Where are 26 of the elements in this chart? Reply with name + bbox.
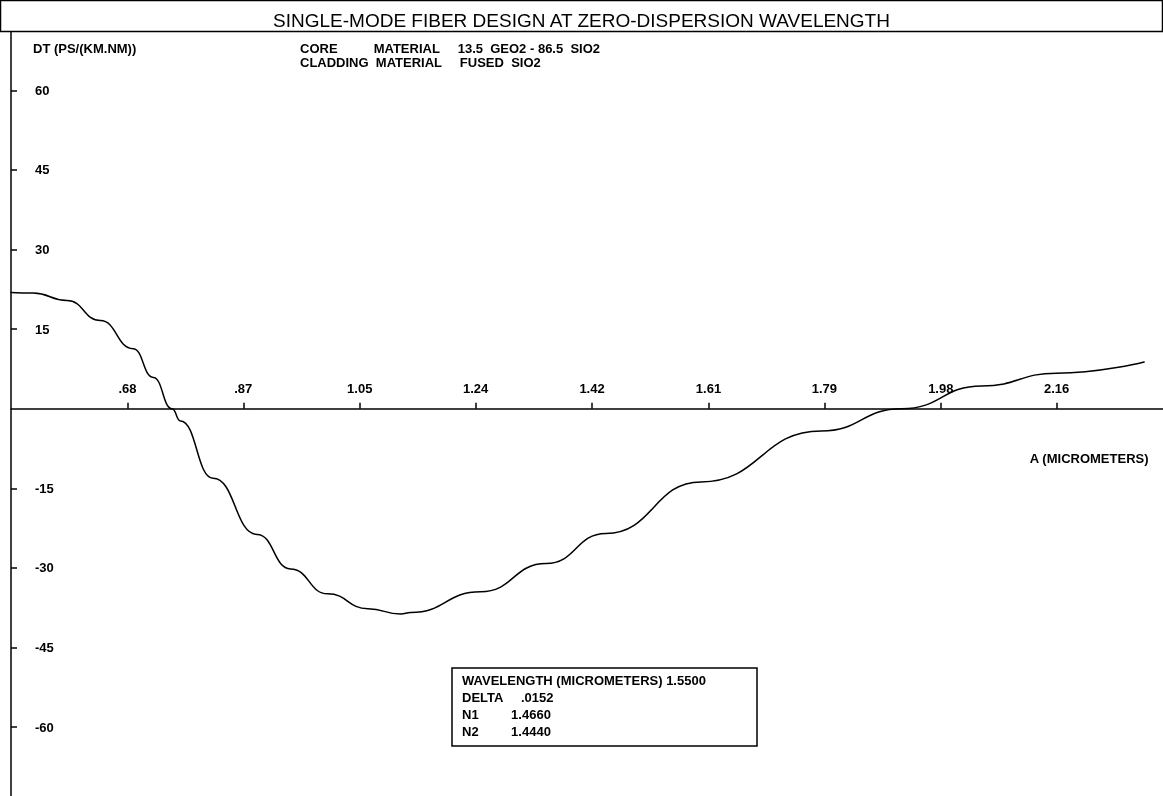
- annotation: DELTA .0152: [462, 690, 554, 705]
- chart-title: SINGLE-MODE FIBER DESIGN AT ZERO-DISPERSION WAVELENGTH: [273, 10, 890, 31]
- x-tick-label: 1.05: [347, 380, 373, 396]
- y-tick-label: 60: [35, 82, 50, 98]
- y-tick-label: -45: [35, 639, 54, 655]
- x-axis-title: A (MICROMETERS): [1029, 451, 1149, 466]
- y-tick-label: 45: [35, 162, 50, 178]
- x-tick-label: 1.79: [811, 380, 837, 396]
- x-tick-label: .68: [118, 380, 137, 396]
- annotation: N2 1.4440: [462, 724, 551, 739]
- annotation: WAVELENGTH (MICROMETERS) 1.5500: [462, 673, 706, 688]
- annotation: CLADDING MATERIAL FUSED SIO2: [300, 55, 541, 70]
- y-tick-label: 30: [35, 242, 50, 258]
- y-axis-title: DT (PS/(KM.NM)): [33, 41, 137, 56]
- x-tick-label: 1.42: [579, 380, 605, 396]
- x-tick-label: 1.24: [462, 380, 489, 396]
- x-tick-label: .87: [234, 380, 253, 396]
- y-tick-label: -15: [35, 480, 54, 496]
- x-tick-label: 1.61: [695, 380, 722, 396]
- annotation: CORE MATERIAL 13.5 GEO2 - 86.5 SIO2: [300, 41, 601, 56]
- y-tick-label: -30: [35, 560, 54, 576]
- y-tick-label: -60: [35, 719, 54, 735]
- x-tick-label: 2.16: [1043, 380, 1070, 396]
- y-tick-label: 15: [35, 321, 50, 337]
- x-tick-label: 1.98: [928, 380, 954, 396]
- annotation: N1 1.4660: [462, 707, 551, 722]
